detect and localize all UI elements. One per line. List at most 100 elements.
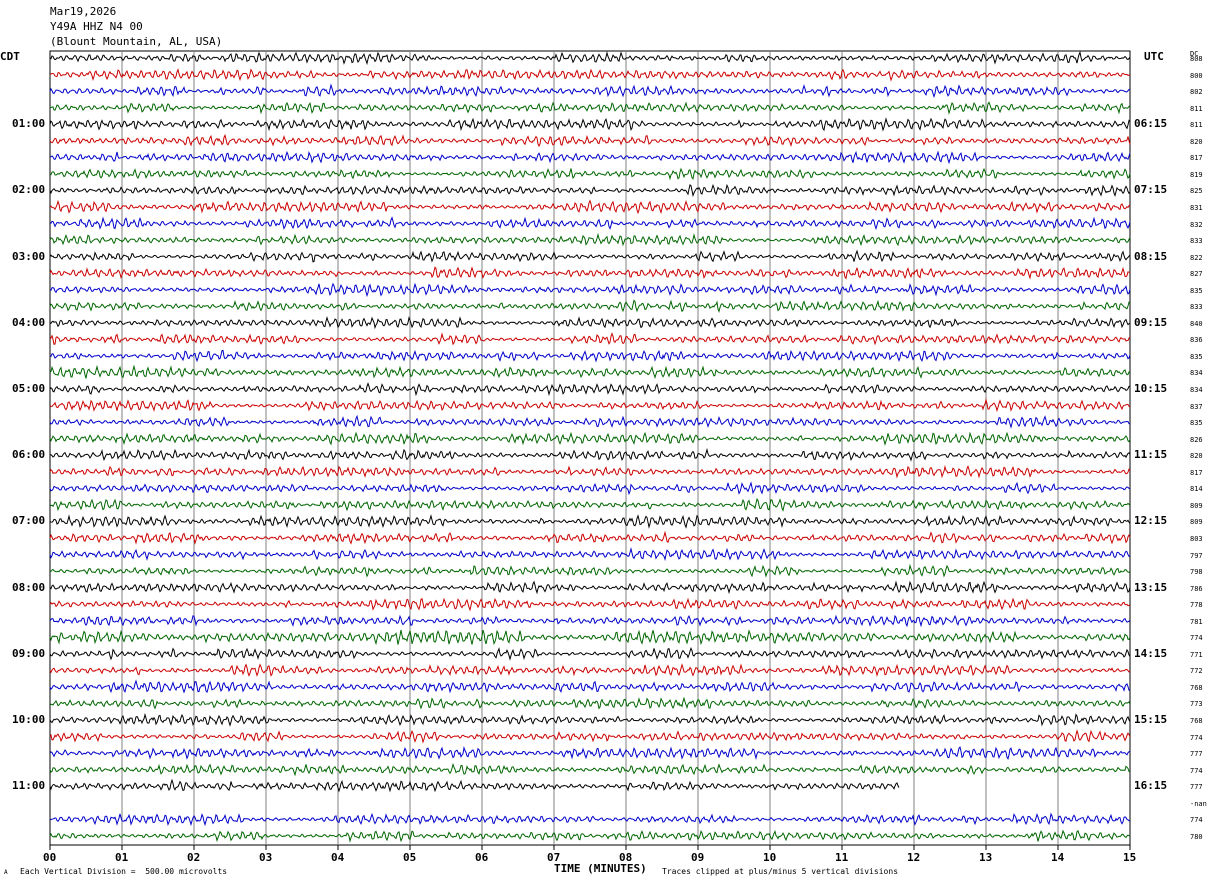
dc-offset-label: 817	[1190, 468, 1203, 477]
dc-offset-label: 777	[1190, 750, 1203, 759]
trace-black	[49, 315, 1131, 330]
trace-red	[49, 266, 1131, 280]
left-hour-label: 08:00	[12, 580, 46, 594]
x-tick-label: 00	[43, 851, 57, 864]
trace-green	[49, 829, 1131, 843]
trace-blue	[49, 481, 1131, 496]
left-hour-label: 01:00	[12, 117, 46, 131]
dc-offset-label: 836	[1190, 336, 1203, 345]
x-tick-label: 13	[979, 851, 993, 864]
right-timezone-label: UTC	[1144, 50, 1164, 63]
trace-green	[49, 563, 1131, 578]
trace-blue	[49, 547, 1131, 562]
dc-offset-label: 833	[1190, 303, 1203, 312]
left-hour-label: 11:00	[12, 779, 46, 793]
trace-green	[49, 762, 1131, 777]
left-hour-label: 10:00	[12, 713, 46, 726]
dc-offset-label: 781	[1190, 617, 1203, 626]
dc-offset-label: 835	[1190, 286, 1203, 295]
dc-offset-label: 840	[1190, 319, 1203, 328]
dc-offset-label: 832	[1190, 220, 1203, 229]
x-tick-label: 12	[907, 851, 921, 864]
right-hour-label: 10:15	[1134, 382, 1168, 395]
x-tick-label: 08	[619, 851, 633, 864]
right-hour-label: 09:15	[1134, 315, 1168, 329]
dc-offset-label: 834	[1190, 386, 1203, 394]
dc-offset-label: 771	[1190, 650, 1203, 659]
header-date: Mar19,2026	[50, 5, 117, 18]
x-tick-label: 06	[475, 851, 489, 864]
x-tick-label: 14	[1051, 851, 1065, 864]
trace-green	[49, 696, 1131, 710]
x-axis-label: TIME (MINUTES)	[554, 862, 647, 875]
trace-blue	[49, 679, 1131, 694]
dc-offset-label: 831	[1190, 203, 1203, 212]
clip-note: Traces clipped at plus/minus 5 vertical …	[662, 867, 899, 876]
trace-red	[49, 397, 1131, 413]
dc-offset-label: 774	[1190, 766, 1203, 775]
trace-green	[49, 431, 1131, 446]
trace-black	[49, 778, 900, 793]
trace-blue	[49, 216, 1131, 231]
dc-offset-label: 834	[1190, 369, 1203, 378]
trace-black	[49, 447, 1131, 462]
trace-blue	[49, 745, 1131, 760]
x-tick-label: 04	[331, 851, 345, 864]
dc-offset-label: 808	[1190, 55, 1203, 63]
dc-offset-label: 809	[1190, 501, 1203, 510]
dc-header: DC	[1190, 50, 1199, 58]
x-tick-label: 09	[691, 851, 705, 864]
trace-blue	[49, 349, 1131, 363]
trace-red	[49, 663, 1131, 678]
x-tick-label: 02	[187, 851, 201, 864]
left-timezone-label: CDT	[0, 50, 20, 63]
trace-red	[49, 133, 1131, 148]
x-tick-label: 03	[259, 851, 273, 864]
trace-red	[49, 530, 1131, 545]
header-station: Y49A HHZ N4 00	[50, 20, 143, 33]
dc-offset-label: 802	[1190, 88, 1203, 97]
trace-red	[49, 464, 1131, 479]
dc-offset-label: 819	[1190, 170, 1203, 179]
left-hour-label: 06:00	[12, 448, 46, 462]
trace-black	[49, 382, 1131, 397]
dc-offset-label: 773	[1190, 700, 1203, 709]
trace-blue	[49, 282, 1131, 298]
dc-offset-label: 798	[1190, 568, 1203, 577]
x-tick-label: 15	[1123, 851, 1137, 864]
dc-offset-label: 814	[1190, 485, 1203, 494]
trace-black	[49, 117, 1131, 132]
header-location: (Blount Mountain, AL, USA)	[50, 35, 223, 48]
left-hour-label: 03:00	[12, 249, 46, 263]
dc-offset-label: 778	[1190, 601, 1203, 610]
trace-blue	[49, 414, 1131, 429]
trace-red	[49, 597, 1131, 612]
trace-black	[49, 712, 1131, 727]
right-hour-label: 15:15	[1134, 713, 1168, 726]
trace-green	[49, 232, 1131, 247]
dc-offset-label: 786	[1190, 584, 1203, 593]
x-tick-label: 05	[403, 851, 417, 864]
trace-green	[49, 364, 1131, 379]
dc-offset-label: 825	[1190, 187, 1203, 196]
trace-green	[49, 101, 1131, 115]
dc-offset-label: 837	[1190, 402, 1203, 411]
dc-offset-label: 803	[1190, 534, 1203, 543]
dc-offset-label: 811	[1190, 104, 1203, 113]
dc-offset-label: 780	[1190, 832, 1203, 841]
dc-offset-label: 826	[1190, 435, 1203, 444]
trace-red	[49, 199, 1131, 215]
right-hour-label: 08:15	[1134, 249, 1168, 263]
trace-green	[49, 629, 1131, 646]
trace-blue	[49, 150, 1131, 165]
trace-black	[49, 580, 1131, 595]
left-hour-label: 04:00	[12, 315, 46, 329]
right-hour-label: 06:15	[1134, 117, 1168, 131]
right-hour-label: 13:15	[1134, 580, 1168, 594]
dc-offset-label: 768	[1190, 683, 1203, 692]
trace-black	[49, 183, 1131, 198]
trace-blue	[49, 614, 1131, 628]
trace-red	[49, 332, 1131, 346]
left-hour-label: 02:00	[12, 183, 46, 197]
